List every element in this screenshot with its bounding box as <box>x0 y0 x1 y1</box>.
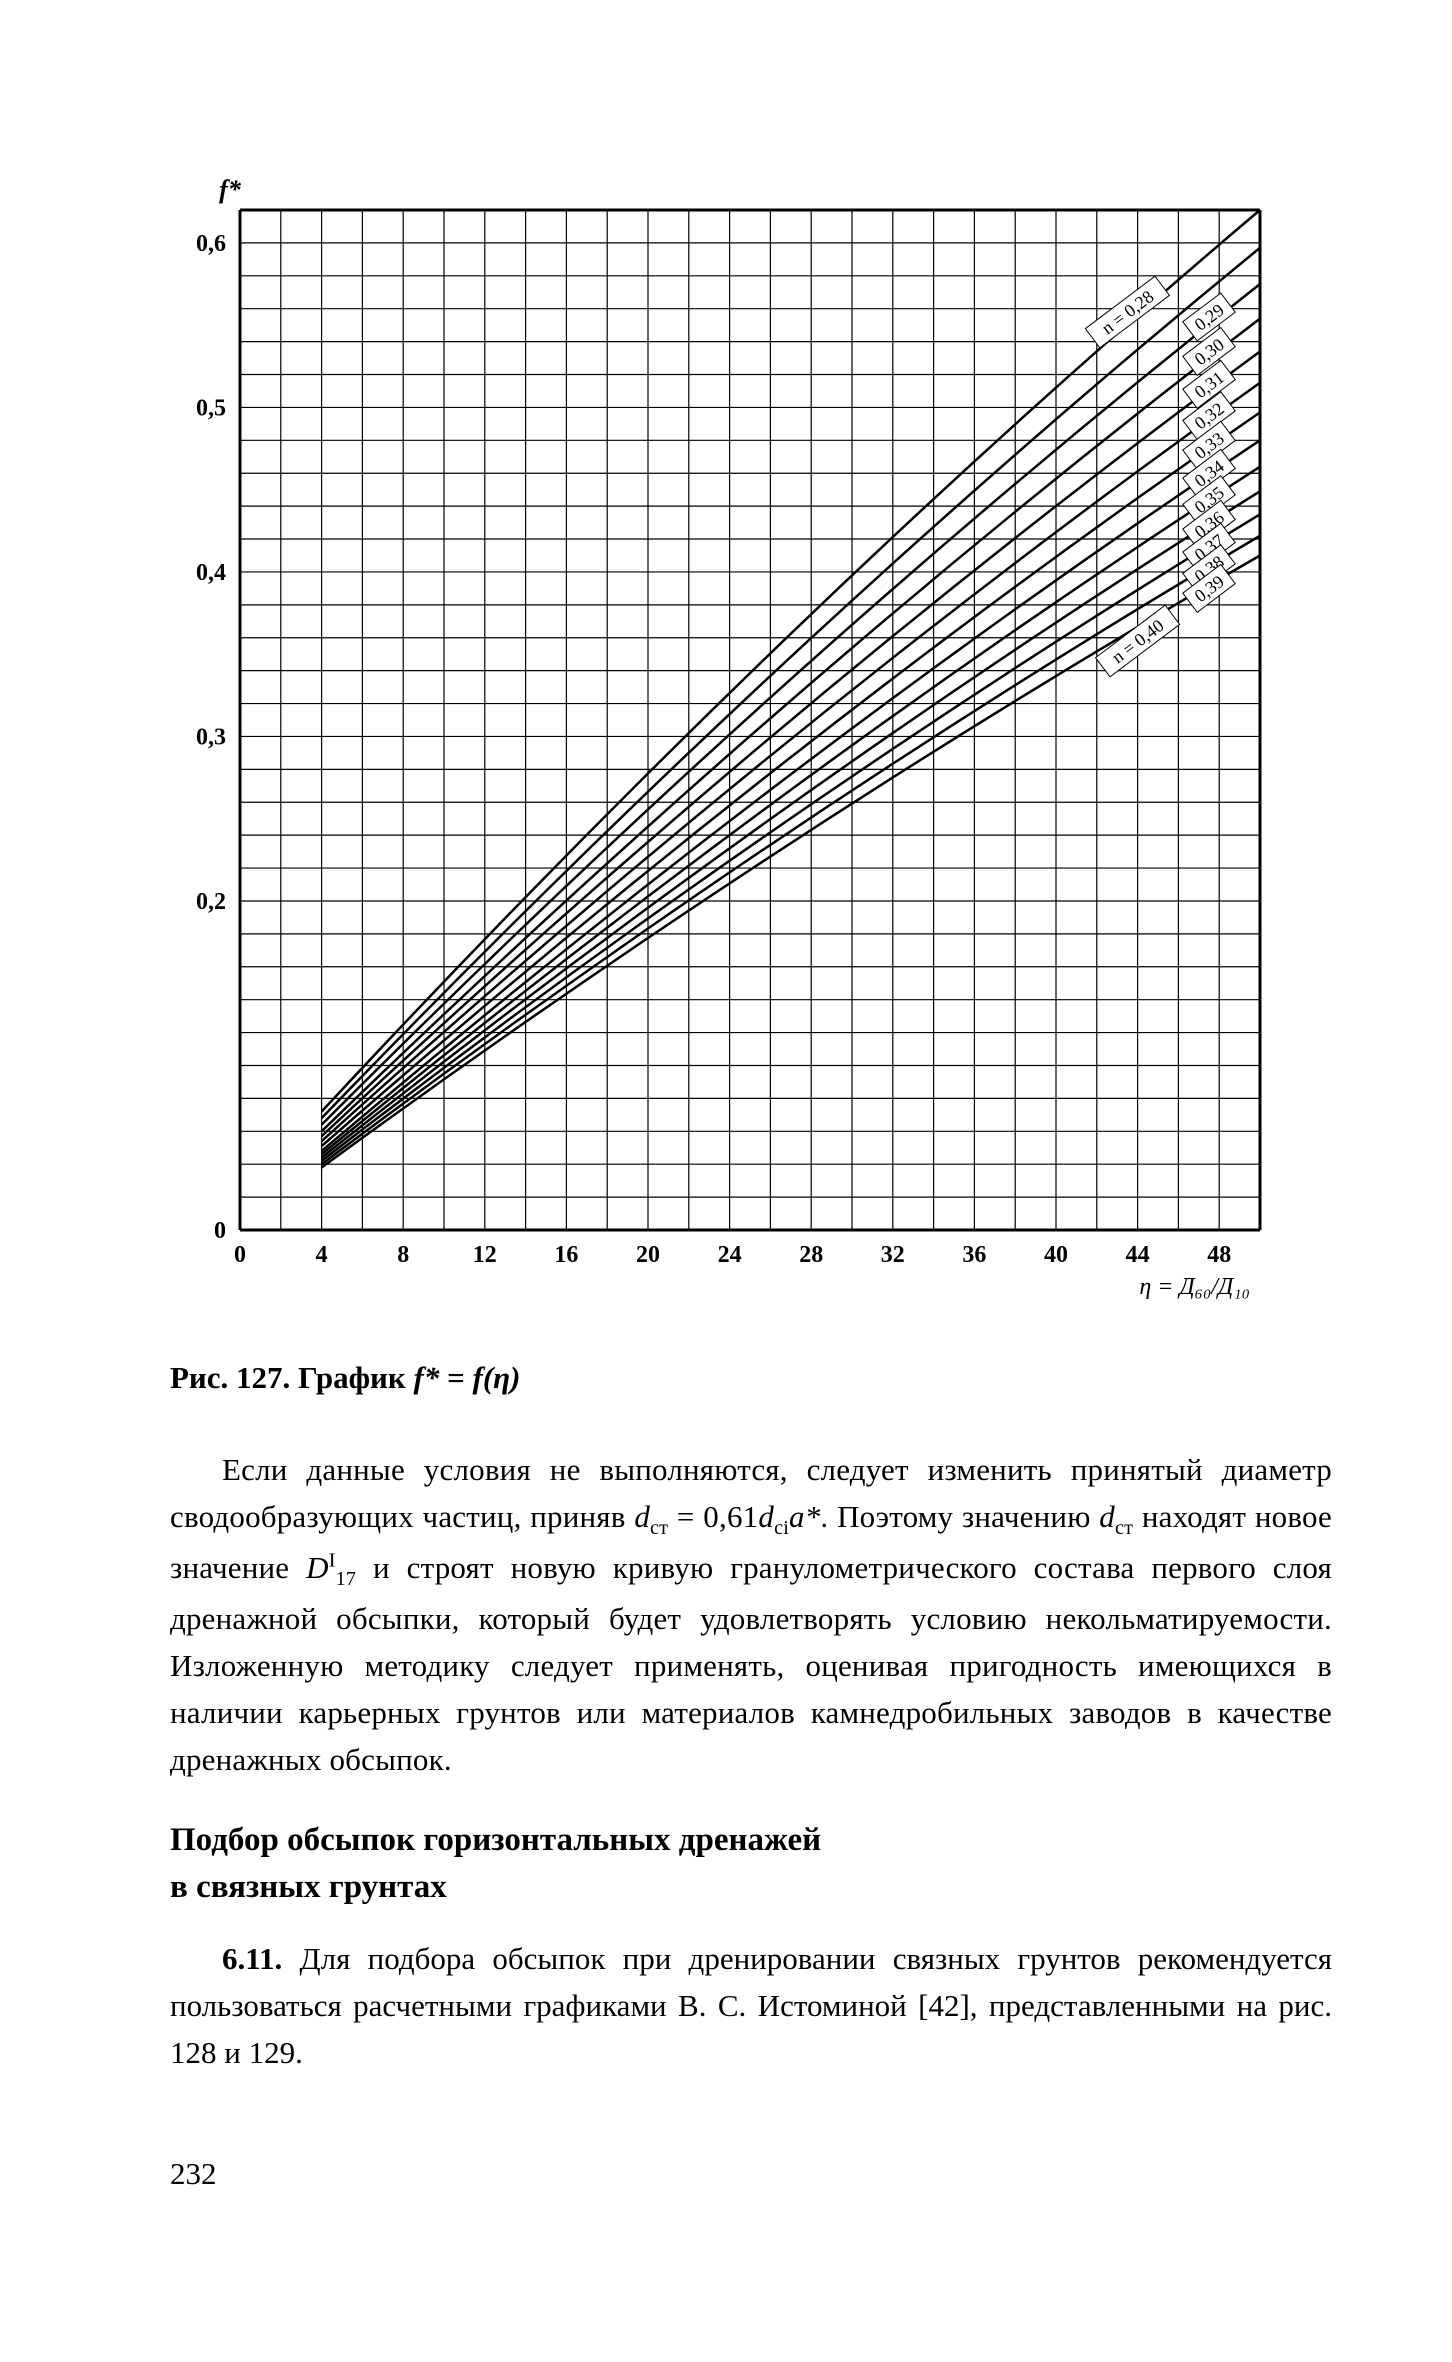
section-head-line2: в связных грунтах <box>170 1869 447 1905</box>
svg-text:0,3: 0,3 <box>196 724 226 750</box>
p1-f4sub: ст <box>1115 1517 1133 1539</box>
paragraph-2: 6.11. Для подбора обсыпок при дренирован… <box>170 1935 1332 2076</box>
paragraph-1: Если данные условия не выполняются, след… <box>170 1446 1332 1783</box>
p1-f5sup: I <box>329 1550 336 1572</box>
svg-text:8: 8 <box>397 1242 409 1268</box>
p1-f3: a* <box>789 1499 820 1534</box>
svg-text:48: 48 <box>1207 1242 1231 1268</box>
p1-f1sub: ст <box>650 1517 668 1539</box>
p1-f5: D <box>306 1550 329 1585</box>
svg-text:0,2: 0,2 <box>196 889 226 915</box>
svg-text:η = Д₆₀/Д₁₀: η = Д₆₀/Д₁₀ <box>1139 1274 1250 1300</box>
p2-text: Для подбора обсыпок при дренировании свя… <box>170 1941 1332 2070</box>
chart-svg: 00,20,30,40,50,604812162024283236404448f… <box>170 170 1300 1320</box>
caption-formula-lhs: f* <box>414 1360 440 1395</box>
svg-text:0,6: 0,6 <box>196 231 226 257</box>
figure-caption: Рис. 127. График f* = f(η) <box>170 1360 1332 1396</box>
svg-text:0,5: 0,5 <box>196 395 226 421</box>
svg-text:0,4: 0,4 <box>196 560 226 586</box>
p1-f2: d <box>758 1499 774 1534</box>
svg-text:f*: f* <box>219 175 242 204</box>
svg-text:28: 28 <box>799 1242 823 1268</box>
svg-text:44: 44 <box>1126 1242 1150 1268</box>
svg-text:4: 4 <box>316 1242 328 1268</box>
p1-f4: d <box>1099 1499 1115 1534</box>
caption-prefix: Рис. 127. График <box>170 1360 414 1395</box>
svg-text:40: 40 <box>1044 1242 1068 1268</box>
svg-text:0: 0 <box>214 1218 226 1244</box>
section-heading: Подбор обсыпок горизонтальных дренажей в… <box>170 1817 1332 1911</box>
p1-f5sub: 17 <box>336 1568 357 1590</box>
p1-eq1: = 0,61 <box>668 1499 758 1534</box>
p1-t2: . Поэтому значению <box>820 1499 1099 1534</box>
figure-127: 00,20,30,40,50,604812162024283236404448f… <box>170 170 1332 1320</box>
page-number: 232 <box>170 2156 1332 2192</box>
section-head-line1: Подбор обсыпок горизонтальных дренажей <box>170 1822 821 1858</box>
p1-f1: d <box>634 1499 650 1534</box>
svg-text:36: 36 <box>962 1242 986 1268</box>
svg-text:0: 0 <box>234 1242 246 1268</box>
caption-formula-rhs: f(η) <box>473 1360 521 1395</box>
svg-text:24: 24 <box>718 1242 742 1268</box>
svg-text:20: 20 <box>636 1242 660 1268</box>
svg-text:16: 16 <box>554 1242 578 1268</box>
svg-text:32: 32 <box>881 1242 905 1268</box>
caption-formula-eq: = <box>439 1360 472 1395</box>
p2-num: 6.11. <box>222 1941 300 1976</box>
svg-text:12: 12 <box>473 1242 497 1268</box>
p1-f2sub: сі <box>774 1517 789 1539</box>
